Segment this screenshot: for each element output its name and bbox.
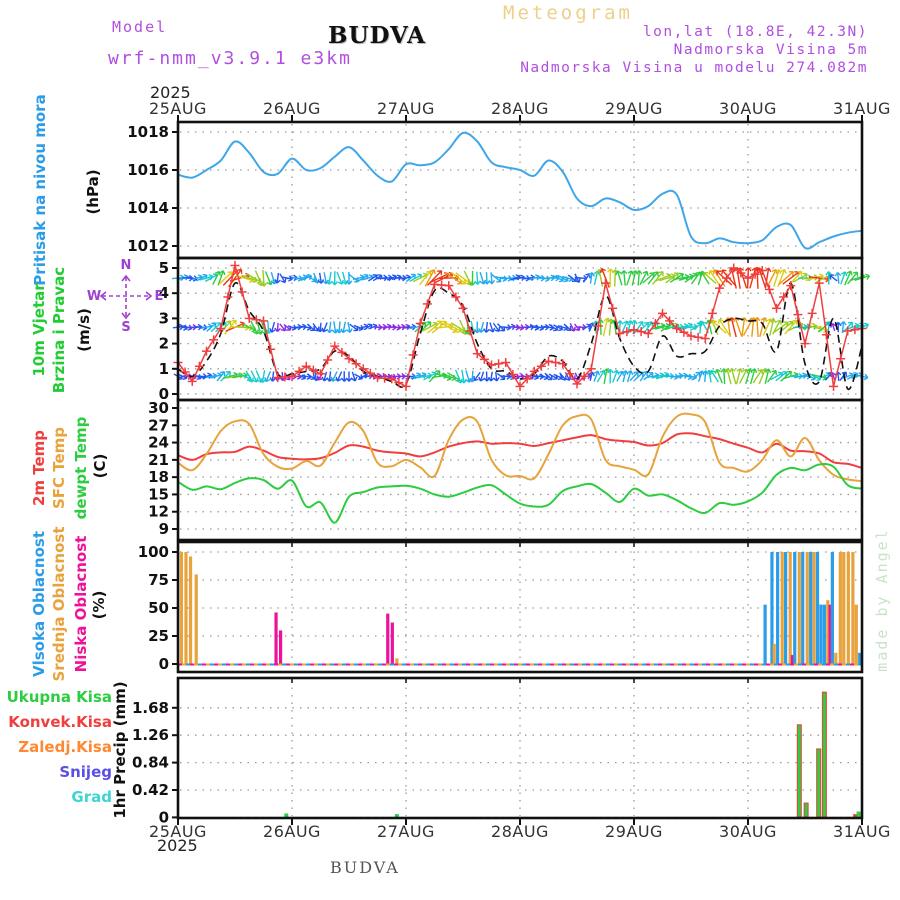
x-axis-day-label: 31AUG [833, 822, 891, 841]
temperature-lines [177, 412, 863, 524]
model-label: Model [112, 18, 168, 36]
svg-text:75: 75 [148, 571, 169, 589]
wind-compass: N S W E [87, 258, 164, 335]
x-axis-day-label: 26AUG [263, 822, 321, 841]
svg-text:30: 30 [148, 399, 169, 417]
svg-text:0: 0 [159, 808, 169, 826]
svg-text:5: 5 [159, 259, 169, 277]
x-axis-day-label: 27AUG [377, 99, 435, 118]
panel-frames [176, 115, 864, 825]
svg-text:24: 24 [148, 434, 169, 452]
cloud-bars [178, 552, 862, 666]
x-axis-day-label: 25AUG [149, 822, 207, 841]
svg-text:0: 0 [159, 655, 169, 673]
gridlines [180, 124, 860, 819]
svg-text:N: N [121, 258, 132, 273]
svg-text:12: 12 [148, 503, 169, 521]
axes: 1012101410161018012345912151821242730025… [127, 123, 178, 826]
svg-text:25: 25 [148, 627, 169, 645]
x-axis-year-top: 2025 [150, 83, 191, 102]
svg-text:21: 21 [148, 451, 169, 469]
x-axis-day-label: 28AUG [491, 99, 549, 118]
svg-text:S: S [121, 320, 130, 335]
wind-speed-line-red [173, 260, 867, 391]
svg-text:4: 4 [159, 284, 169, 302]
svg-text:W: W [87, 289, 101, 304]
svg-text:3: 3 [159, 309, 169, 327]
x-axis-day-label: 30AUG [719, 99, 777, 118]
svg-text:1018: 1018 [127, 123, 169, 141]
x-axis-day-label: 26AUG [263, 99, 321, 118]
svg-text:2: 2 [159, 335, 169, 353]
model-name: wrf-nmm_v3.9.1 e3km [108, 48, 352, 69]
lonlat-label: lon,lat (18.8E, 42.3N) [642, 24, 868, 40]
svg-text:1.68: 1.68 [132, 699, 169, 717]
wind-arrows [172, 266, 871, 385]
x-axis-day-label: 27AUG [377, 822, 435, 841]
x-axis-day-label: 29AUG [605, 822, 663, 841]
footer-station-label: BUDVA [330, 858, 400, 877]
precip-legend-item: Zaledj.Kisa [18, 738, 112, 756]
svg-text:0: 0 [159, 385, 169, 403]
x-axis-day-label: 25AUG [149, 99, 207, 118]
svg-text:1012: 1012 [127, 237, 169, 255]
precip-legend-item: Ukupna Kisa [6, 688, 112, 706]
x-axis-day-label: 30AUG [719, 822, 777, 841]
svg-text:1014: 1014 [127, 199, 169, 217]
svg-text:9: 9 [159, 520, 169, 538]
x-axis-year-bottom: 2025 [157, 836, 198, 855]
svg-text:100: 100 [138, 543, 169, 561]
svg-text:50: 50 [148, 599, 169, 617]
svg-text:15: 15 [148, 485, 169, 503]
svg-text:1.26: 1.26 [132, 726, 169, 744]
precip-legend-item: Konvek.Kisa [8, 713, 112, 731]
model-elevation-label: Nadmorska Visina u modelu 274.082m [520, 60, 868, 76]
x-axis-day-label: 31AUG [833, 99, 891, 118]
precip-legend-item: Grad [71, 788, 112, 806]
svg-text:0.84: 0.84 [132, 754, 169, 772]
station-title: BUDVA [328, 22, 426, 49]
precip-bars [284, 691, 861, 818]
page-title: Meteogram [503, 2, 633, 24]
svg-text:E: E [155, 289, 164, 304]
svg-text:0.42: 0.42 [132, 781, 169, 799]
x-axis-day-label: 28AUG [491, 822, 549, 841]
x-axis-day-label: 29AUG [605, 99, 663, 118]
precip-legend-item: Snijeg [59, 763, 112, 781]
svg-text:27: 27 [148, 416, 169, 434]
svg-text:1: 1 [159, 360, 169, 378]
svg-text:18: 18 [148, 468, 169, 486]
svg-text:1016: 1016 [127, 161, 169, 179]
pressure-line [177, 131, 863, 250]
elevation-label: Nadmorska Visina 5m [673, 42, 868, 58]
